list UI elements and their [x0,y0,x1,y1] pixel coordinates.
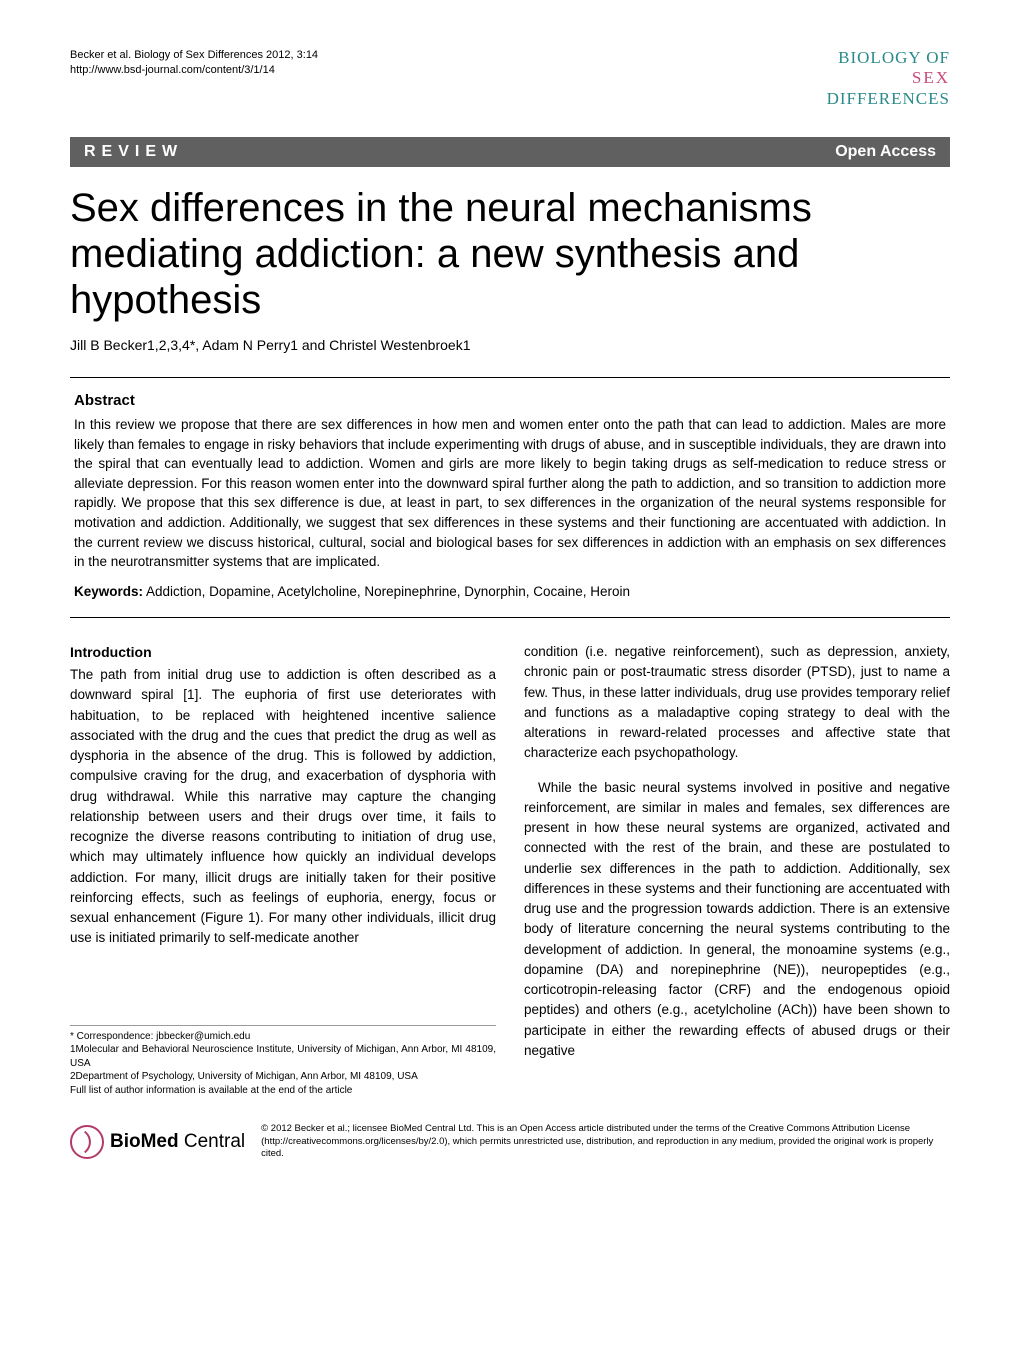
keywords-values: Addiction, Dopamine, Acetylcholine, Nore… [143,584,630,599]
journal-line3: DIFFERENCES [827,89,950,109]
affiliation-1: 1Molecular and Behavioral Neuroscience I… [70,1043,496,1070]
correspondence-line: * Correspondence: jbbecker@umich.edu [70,1030,496,1044]
citation-block: Becker et al. Biology of Sex Differences… [70,48,318,79]
bmc-logo-text: BioMed Central [110,1131,245,1153]
intro-paragraph-3: While the basic neural systems involved … [524,778,950,1062]
abstract-box: Abstract In this review we propose that … [70,377,950,618]
biomed-central-logo: BioMed Central [70,1125,245,1159]
license-text: © 2012 Becker et al.; licensee BioMed Ce… [261,1123,950,1160]
bmc-bio: BioMed [110,1131,179,1152]
journal-logo: BIOLOGY OF SEX DIFFERENCES [827,48,950,109]
citation-url: http://www.bsd-journal.com/content/3/1/1… [70,63,318,78]
page: Becker et al. Biology of Sex Differences… [0,0,1020,1200]
article-type-banner: REVIEW Open Access [70,137,950,167]
article-type-label: REVIEW [70,137,197,167]
open-access-label: Open Access [821,137,950,167]
journal-line2: SEX [827,68,950,88]
article-title: Sex differences in the neural mechanisms… [70,185,950,323]
column-right: condition (i.e. negative reinforcement),… [524,642,950,1097]
introduction-heading: Introduction [70,642,496,663]
affiliation-more: Full list of author information is avail… [70,1084,496,1098]
correspondence-footnotes: * Correspondence: jbbecker@umich.edu 1Mo… [70,1025,496,1098]
journal-line1: BIOLOGY OF [827,48,950,68]
intro-paragraph-2: condition (i.e. negative reinforcement),… [524,642,950,764]
footer-row: BioMed Central © 2012 Becker et al.; lic… [70,1115,950,1160]
citation-line: Becker et al. Biology of Sex Differences… [70,48,318,63]
bmc-circle-icon [70,1125,104,1159]
bmc-central: Central [179,1131,246,1152]
keywords-label: Keywords: [74,584,143,599]
intro-paragraph-1: The path from initial drug use to addict… [70,665,496,949]
abstract-heading: Abstract [74,392,946,409]
affiliation-2: 2Department of Psychology, University of… [70,1070,496,1084]
column-left: Introduction The path from initial drug … [70,642,496,1097]
header-row: Becker et al. Biology of Sex Differences… [70,48,950,109]
author-list: Jill B Becker1,2,3,4*, Adam N Perry1 and… [70,337,950,353]
keywords-line: Keywords: Addiction, Dopamine, Acetylcho… [74,582,946,602]
abstract-body: In this review we propose that there are… [74,415,946,572]
body-columns: Introduction The path from initial drug … [70,642,950,1097]
